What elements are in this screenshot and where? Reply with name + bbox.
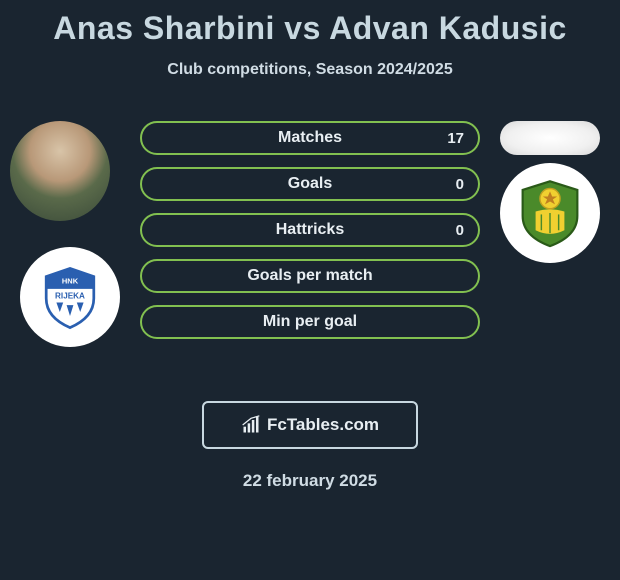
comparison-main: HNK RIJEKA Matches17Goals0Hattricks0Goal…	[0, 121, 620, 381]
stat-bar: Min per goal	[140, 305, 480, 339]
comparison-subtitle: Club competitions, Season 2024/2025	[0, 61, 620, 79]
stat-bars: Matches 17 Goals 0 Hattricks 0 Goals per match…	[140, 121, 480, 339]
stat-label: Min per goal	[263, 313, 357, 331]
stat-bar: Hattricks 0	[140, 213, 480, 247]
stat-label: Goals	[288, 175, 332, 193]
player-left-avatar	[10, 121, 110, 221]
comparison-date: 22 february 2025	[0, 471, 620, 491]
stat-label: Hattricks	[276, 221, 344, 239]
stat-label: Matches	[278, 129, 342, 147]
club-left-shield-icon: HNK RIJEKA	[36, 263, 104, 331]
stat-label: Goals per match	[247, 267, 372, 285]
stat-bar: Goals per match	[140, 259, 480, 293]
branding-text: FcTables.com	[267, 415, 379, 435]
club-right-shield-icon	[514, 177, 586, 249]
stat-bar: Matches 17	[140, 121, 480, 155]
stat-bar: Goals 0	[140, 167, 480, 201]
stat-value-right: 17	[447, 130, 464, 147]
svg-text:HNK: HNK	[62, 276, 79, 285]
branding-badge: FcTables.com	[202, 401, 418, 449]
stat-value-right: 0	[456, 222, 464, 239]
club-left-badge: HNK RIJEKA	[20, 247, 120, 347]
chart-icon	[241, 415, 261, 435]
stat-value-right: 0	[456, 176, 464, 193]
comparison-title: Anas Sharbini vs Advan Kadusic	[0, 10, 620, 47]
svg-text:RIJEKA: RIJEKA	[55, 291, 85, 300]
club-right-badge	[500, 163, 600, 263]
player-right-avatar	[500, 121, 600, 155]
